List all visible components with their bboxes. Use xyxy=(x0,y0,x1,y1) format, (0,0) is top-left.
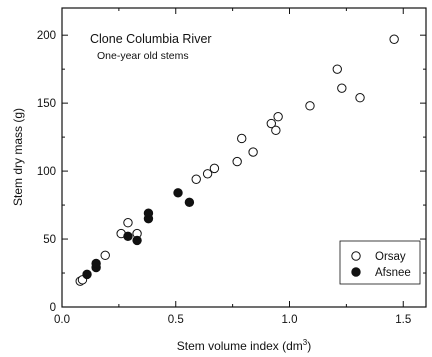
plot-border xyxy=(61,7,427,308)
chart-annotation: Clone Columbia River One-year old stems xyxy=(90,32,212,62)
data-point-orsay xyxy=(191,174,201,184)
annotation-title: Clone Columbia River xyxy=(90,32,212,46)
legend-label-orsay: Orsay xyxy=(375,251,406,263)
y-tick-label: 200 xyxy=(37,30,56,42)
y-tick-label: 150 xyxy=(37,98,56,110)
data-point-afsnee xyxy=(132,235,142,246)
axis-ticks xyxy=(61,8,426,308)
data-points xyxy=(75,34,399,286)
data-point-afsnee xyxy=(184,197,195,208)
x-axis-label: Stem volume index (dm3) xyxy=(177,338,312,353)
data-point-orsay xyxy=(337,83,347,93)
annotation-subtitle: One-year old stems xyxy=(97,50,189,62)
data-point-orsay xyxy=(305,101,315,111)
x-axis-label-sup: 3 xyxy=(303,338,308,347)
data-point-orsay xyxy=(232,156,242,167)
data-point-orsay xyxy=(237,133,247,144)
data-point-orsay xyxy=(266,118,276,129)
data-point-orsay xyxy=(100,250,110,261)
legend-box xyxy=(339,240,421,285)
data-point-afsnee xyxy=(173,188,183,198)
x-axis-label-main: Stem volume index (dm xyxy=(177,339,303,353)
y-tick-label: 50 xyxy=(43,234,56,246)
y-tick-label: 100 xyxy=(37,166,56,178)
y-tick-label: 0 xyxy=(50,302,56,314)
data-point-orsay xyxy=(248,147,258,157)
data-point-afsnee xyxy=(123,231,133,242)
x-tick-label: 0.0 xyxy=(54,314,70,326)
data-point-afsnee xyxy=(82,269,92,280)
data-point-orsay xyxy=(202,169,213,179)
x-axis-label-close: ) xyxy=(307,339,311,353)
legend-marker-afsnee xyxy=(351,267,361,277)
axis-tick-labels: 0.0 0.5 1.0 1.5 0 50 100 150 200 xyxy=(37,30,411,326)
data-point-afsnee xyxy=(91,258,101,269)
x-tick-label: 0.5 xyxy=(168,314,184,326)
legend-label-afsnee: Afsnee xyxy=(375,267,411,279)
data-point-orsay xyxy=(389,34,399,44)
data-point-afsnee xyxy=(143,208,154,218)
data-point-orsay xyxy=(355,93,365,103)
data-point-orsay xyxy=(273,112,283,122)
plot-frame xyxy=(61,7,427,308)
data-point-orsay xyxy=(271,125,281,136)
legend-marker-orsay xyxy=(351,251,361,261)
data-point-orsay xyxy=(209,163,220,174)
data-point-orsay xyxy=(332,64,342,74)
legend: Orsay Afsnee xyxy=(339,240,421,285)
x-tick-label: 1.0 xyxy=(282,314,298,326)
data-point-orsay xyxy=(123,218,133,228)
y-axis-label: Stem dry mass (g) xyxy=(11,108,25,206)
x-tick-label: 1.5 xyxy=(395,314,411,326)
